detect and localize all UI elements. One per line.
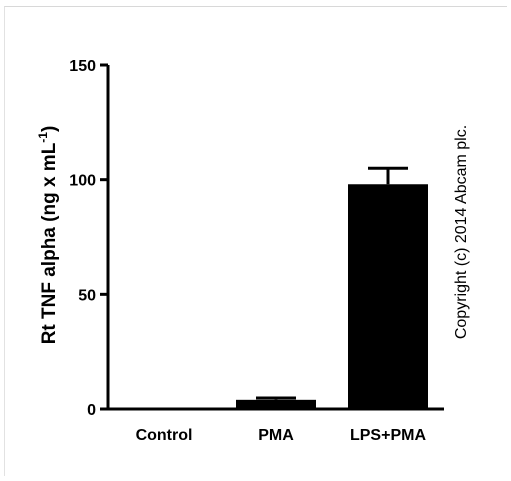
copyright-annotation: Copyright (c) 2014 Abcam plc. xyxy=(453,125,470,339)
y-axis-title: Rt TNF alpha (ng x mL-1) xyxy=(36,126,60,345)
y-tick-label: 150 xyxy=(69,58,96,75)
x-category-label: Control xyxy=(136,427,193,444)
y-axis-title-main: Rt TNF alpha (ng x mL xyxy=(39,142,60,344)
y-axis-title-exponent: -1 xyxy=(36,132,50,143)
y-ticks: 0 50 100 150 xyxy=(69,58,108,419)
y-axis-title-tail: ) xyxy=(39,126,60,132)
y-tick-label: 100 xyxy=(69,173,96,190)
x-category-label: LPS+PMA xyxy=(350,427,426,444)
y-tick-label: 0 xyxy=(87,402,96,419)
x-labels: Control PMA LPS+PMA xyxy=(136,427,427,444)
x-category-label: PMA xyxy=(258,427,294,444)
bar xyxy=(236,399,316,409)
chart-frame xyxy=(4,6,507,476)
bars xyxy=(236,166,428,409)
bar xyxy=(348,184,428,409)
y-tick-label: 50 xyxy=(78,287,96,304)
